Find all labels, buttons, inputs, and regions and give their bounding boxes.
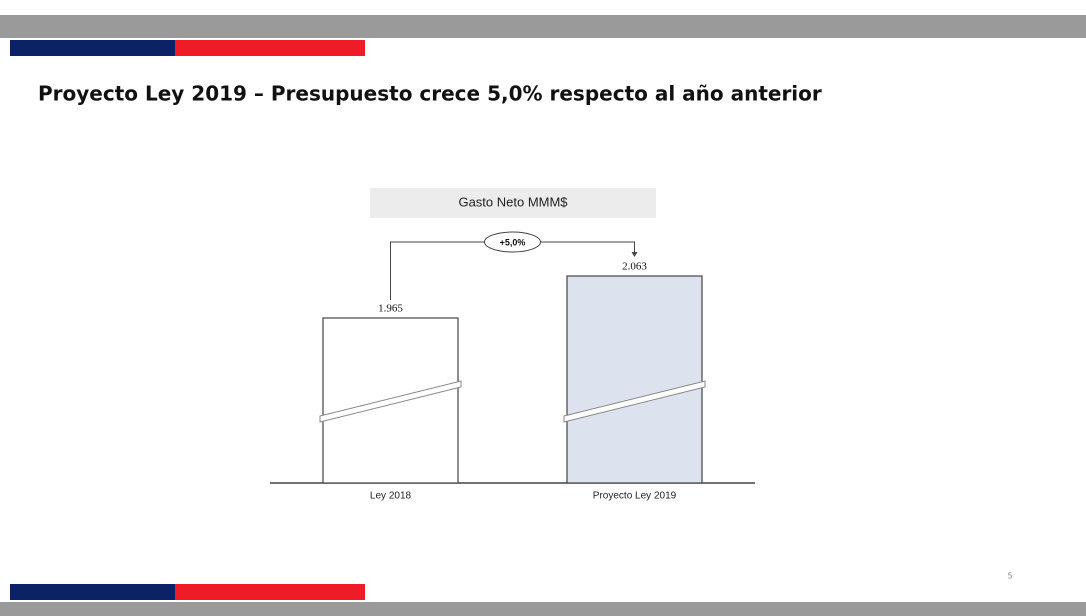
annotation: +5,0% [500,237,526,247]
arrow-head [631,252,638,257]
top-band [0,15,1086,38]
blue-stripe [10,40,175,56]
x-tick-label: Ley 2018 [370,491,412,502]
red-stripe [175,40,365,56]
annotation-ellipse [484,231,541,253]
x-tick-label: Proyecto Ley 2019 [593,491,677,502]
slide-title: Proyecto Ley 2019 – Presupuesto crece 5,… [38,82,822,106]
blue-stripe [10,584,175,600]
bar [566,275,703,484]
page-number: 5 [1007,572,1012,581]
bottom-band [0,602,1086,616]
red-stripe [175,584,365,600]
chart-title: Gasto Neto MMM$ [458,194,568,209]
value-label: 2.063 [622,261,647,273]
axis-break [319,380,462,423]
value-label: 1.965 [378,303,403,315]
axis-break [563,380,706,423]
chart-title-box [370,188,656,218]
